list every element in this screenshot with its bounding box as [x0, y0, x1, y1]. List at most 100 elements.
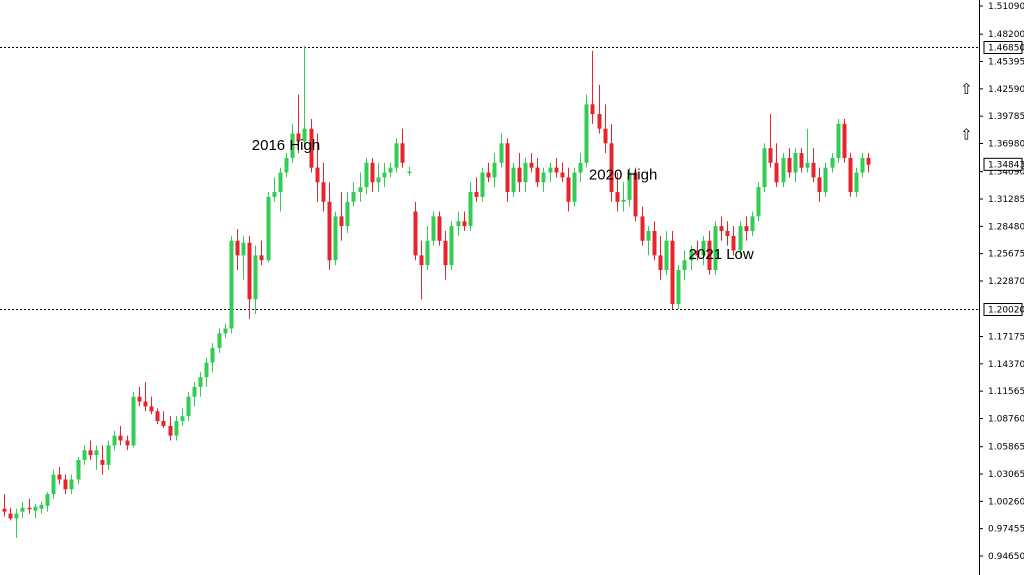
- candle-body: [750, 216, 755, 232]
- candle-body: [235, 240, 240, 256]
- candle-body: [290, 133, 295, 158]
- candle-body: [2, 508, 7, 512]
- candle-body: [259, 255, 264, 261]
- candle-body: [431, 216, 436, 241]
- candle-body: [505, 143, 510, 193]
- candle-body: [229, 240, 234, 329]
- candle-body: [284, 157, 289, 173]
- reference-price-tag: [983, 41, 1023, 54]
- candle-body: [578, 162, 583, 173]
- y-tick-label: 1.03065: [988, 470, 1024, 480]
- candle-body: [817, 177, 822, 193]
- candle-body: [774, 162, 779, 183]
- up-arrow-icon: ⇧: [960, 81, 973, 98]
- y-tick-label: 1.28480: [988, 222, 1024, 232]
- candle-body: [125, 440, 130, 446]
- plot-area: 2016 High 2020 High 2021 Low ⇧ ⇧: [0, 45, 979, 538]
- candle-body: [566, 177, 571, 202]
- candle-body: [492, 162, 497, 178]
- candle-body: [848, 157, 853, 193]
- candle-body: [713, 226, 718, 270]
- candle-body: [456, 221, 461, 227]
- candle-body: [388, 167, 393, 173]
- candle-body: [842, 123, 847, 158]
- candle-body: [707, 240, 712, 270]
- candle-body: [781, 157, 786, 183]
- candle-body: [449, 226, 454, 266]
- candle-body: [517, 167, 522, 183]
- candle-body: [548, 167, 553, 173]
- y-tick-label: 1.31285: [988, 195, 1024, 205]
- candle-body: [541, 172, 546, 183]
- candle-body: [45, 494, 50, 506]
- candle-body: [799, 153, 804, 168]
- candle-body: [192, 386, 197, 397]
- y-tick-label: 1.00260: [988, 497, 1024, 507]
- candle-body: [836, 123, 841, 158]
- candle-body: [82, 450, 87, 461]
- candle-body: [155, 411, 160, 422]
- candle-body: [676, 269, 681, 305]
- candle-body: [364, 162, 369, 188]
- candle-body: [131, 396, 136, 446]
- candle-body: [39, 504, 44, 509]
- annotation-label: 2021 Low: [689, 246, 754, 263]
- y-tick-label: 1.14370: [988, 360, 1024, 370]
- reference-price-tag: [983, 303, 1023, 316]
- candle-body: [327, 201, 332, 261]
- candle-body: [474, 192, 479, 197]
- candle-body: [376, 177, 381, 183]
- candle-body: [768, 148, 773, 163]
- candle-body: [627, 172, 632, 200]
- candle-body: [143, 401, 148, 407]
- candle-body: [480, 172, 485, 197]
- candle-body: [241, 242, 246, 256]
- candle-body: [443, 240, 448, 266]
- annotation-label: 2020 High: [589, 166, 657, 183]
- candle-body: [823, 167, 828, 193]
- candle-body: [793, 153, 798, 173]
- candle-body: [69, 479, 74, 490]
- y-tick-label: 1.39785: [988, 112, 1024, 122]
- y-tick-label: 0.94650: [988, 552, 1024, 562]
- candle-body: [413, 211, 418, 256]
- annotations: 2016 High 2020 High 2021 Low ⇧ ⇧: [252, 81, 973, 263]
- price-axis: 1.51090 1.48200 1.45395 1.42590 1.39785 1.369…: [979, 2, 1024, 562]
- candle-body: [315, 167, 320, 183]
- candle-body: [186, 396, 191, 417]
- candle-body: [217, 333, 222, 348]
- y-tick-label: 1.25675: [988, 250, 1024, 260]
- candle-body: [400, 143, 405, 163]
- candle-body: [689, 250, 694, 261]
- candle-body: [296, 133, 301, 142]
- candle-body: [247, 242, 252, 300]
- candle-body: [88, 450, 93, 456]
- candle-body: [137, 396, 142, 402]
- candle-body: [695, 250, 700, 256]
- candle-body: [27, 507, 32, 510]
- reference-lines: [0, 47, 979, 310]
- y-tick-label: 0.97455: [988, 525, 1024, 535]
- y-tick-label: 1.17175: [988, 333, 1024, 343]
- candle-body: [57, 474, 62, 480]
- candle-body: [370, 162, 375, 183]
- candle-body: [425, 240, 430, 266]
- candle-body: [333, 216, 338, 261]
- candle-body: [621, 199, 626, 202]
- candle-body: [499, 143, 504, 163]
- candle-body: [511, 167, 516, 193]
- y-tick-label: 1.22870: [988, 277, 1024, 287]
- candle-body: [590, 104, 595, 115]
- candle-body: [210, 347, 215, 363]
- candle-body: [603, 128, 608, 144]
- candle-body: [63, 479, 68, 490]
- candle-body: [830, 157, 835, 168]
- annotation-label: 2016 High: [252, 137, 320, 154]
- candle-body: [866, 157, 871, 165]
- candle-body: [180, 416, 185, 422]
- candle-body: [407, 171, 412, 174]
- candle-body: [174, 421, 179, 436]
- candle-body: [762, 148, 767, 188]
- reference-price-label: 1.46850: [988, 44, 1024, 54]
